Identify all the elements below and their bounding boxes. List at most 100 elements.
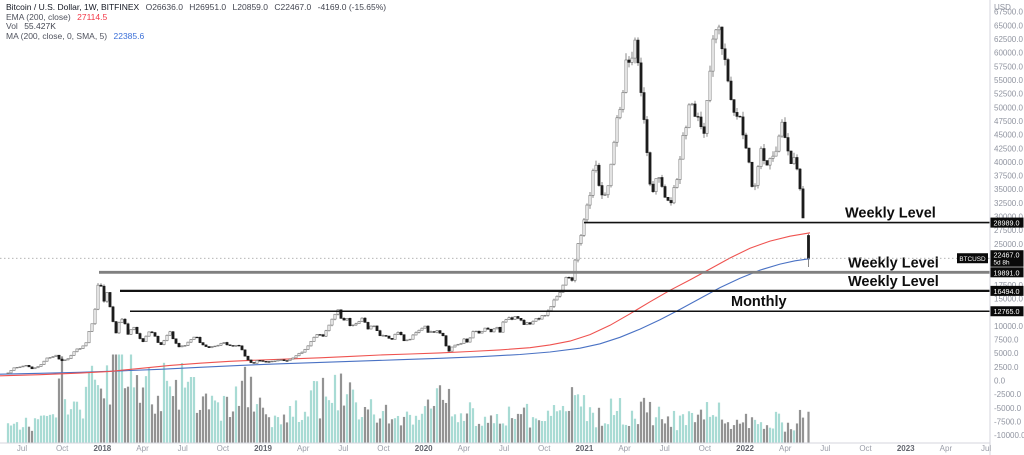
- candle-body: [759, 148, 763, 167]
- volume-bar: [648, 401, 652, 443]
- candle-body: [42, 360, 46, 365]
- volume-bar: [702, 419, 706, 443]
- volume-bar: [594, 427, 598, 443]
- volume-bar: [381, 411, 385, 443]
- volume-bar: [693, 422, 697, 443]
- candle-body: [528, 322, 532, 325]
- volume-bar: [714, 416, 718, 443]
- volume-bar: [189, 377, 193, 443]
- candle-body: [9, 370, 13, 374]
- candle-body: [84, 342, 88, 347]
- candle-body: [111, 306, 115, 322]
- candle-body: [288, 358, 292, 362]
- legend-title-row[interactable]: Bitcoin / U.S. Dollar, 1W, BITFINEX O266…: [6, 2, 386, 13]
- volume-bar: [630, 410, 634, 443]
- volume-bar: [99, 388, 103, 443]
- volume-bar: [267, 417, 271, 443]
- volume-bar: [765, 425, 769, 443]
- legend-ema-row[interactable]: EMA (200, close) 27114.5: [6, 12, 386, 23]
- candle-body: [81, 345, 85, 349]
- candle-body: [294, 355, 298, 359]
- volume-bar: [342, 405, 346, 443]
- volume-bar: [354, 402, 358, 443]
- candle-body: [321, 334, 325, 337]
- volume-bar: [165, 380, 169, 443]
- volume-bar: [135, 375, 139, 443]
- volume-bar: [534, 418, 538, 443]
- candle-body: [615, 117, 619, 143]
- level-annotation[interactable]: Weekly Level: [845, 206, 936, 222]
- level-annotation[interactable]: Weekly Level: [848, 255, 939, 271]
- legend: Bitcoin / U.S. Dollar, 1W, BITFINEX O266…: [6, 2, 386, 42]
- volume-bar: [132, 387, 136, 443]
- ma-line[interactable]: [0, 258, 811, 375]
- volume-bar: [795, 423, 799, 443]
- candle-body: [216, 344, 220, 347]
- candle-body: [129, 329, 133, 335]
- candle-body: [201, 342, 205, 346]
- candle-body: [27, 365, 31, 368]
- time-axis[interactable]: Jul Oct 2018 Apr Jul Oct 2019 Apr Jul Oct 2020 Apr J…: [17, 444, 992, 453]
- volume-bar: [192, 377, 196, 443]
- candle-body: [633, 39, 637, 59]
- symbol-title[interactable]: Bitcoin / U.S. Dollar, 1W, BITFINEX: [6, 2, 140, 12]
- volume-bar: [597, 407, 601, 443]
- volume-bar: [759, 422, 763, 443]
- volume-bar: [369, 399, 373, 443]
- candle-body: [684, 127, 688, 136]
- volume-bar: [264, 414, 268, 443]
- candle-body: [72, 351, 76, 356]
- candle-body: [102, 285, 106, 302]
- volume-bar: [465, 413, 469, 443]
- volume-bar: [222, 395, 226, 443]
- volume-bar: [339, 373, 343, 443]
- level-annotation[interactable]: Monthly: [731, 294, 787, 310]
- ema-line[interactable]: [0, 232, 811, 377]
- candle-body: [93, 308, 97, 325]
- volume-bar: [564, 411, 568, 443]
- candle-body: [183, 345, 187, 347]
- volume-bar: [780, 422, 784, 443]
- candle-body: [381, 335, 385, 337]
- candle-body: [63, 359, 67, 362]
- candle-body: [747, 147, 751, 163]
- candle-body: [681, 135, 685, 160]
- volume-bar: [336, 410, 340, 443]
- candle-body: [39, 364, 43, 367]
- candle-body: [387, 335, 391, 339]
- volume-bar: [741, 422, 745, 443]
- volume-bar: [48, 414, 52, 443]
- volume-bar: [138, 402, 142, 443]
- candle-body: [777, 135, 781, 152]
- volume-bar: [246, 407, 250, 443]
- volume-bar: [696, 414, 700, 443]
- volume-bar: [84, 386, 88, 443]
- volume-bar: [261, 407, 265, 443]
- volume-bar: [441, 399, 445, 443]
- volume-bar: [63, 399, 67, 443]
- price-axis-unit: USD: [994, 3, 1011, 12]
- level-annotation[interactable]: Weekly Level: [848, 274, 939, 290]
- candle-body: [693, 103, 697, 117]
- volume-bar: [351, 389, 355, 443]
- legend-volume-row[interactable]: Vol 55.427K: [6, 21, 386, 32]
- legend-ma-row[interactable]: MA (200, close, 0, SMA, 5) 22385.6: [6, 31, 386, 42]
- volume-bar: [96, 385, 100, 443]
- volume-bar: [42, 415, 46, 443]
- candle-body: [786, 137, 790, 152]
- volume-bar: [744, 413, 748, 443]
- volume-bar: [615, 410, 619, 443]
- volume-bar: [618, 398, 622, 443]
- volume-bar: [12, 423, 16, 443]
- candle-body: [582, 219, 586, 236]
- volume-bar: [726, 422, 730, 443]
- volume-bar: [429, 408, 433, 443]
- symbol-badge: [957, 253, 988, 264]
- volume-bar: [510, 418, 514, 443]
- volume-bar: [753, 419, 757, 443]
- volume-bar: [561, 405, 565, 443]
- volume-bar: [636, 424, 640, 443]
- volume-bar: [177, 409, 181, 443]
- volume-bar: [180, 362, 184, 443]
